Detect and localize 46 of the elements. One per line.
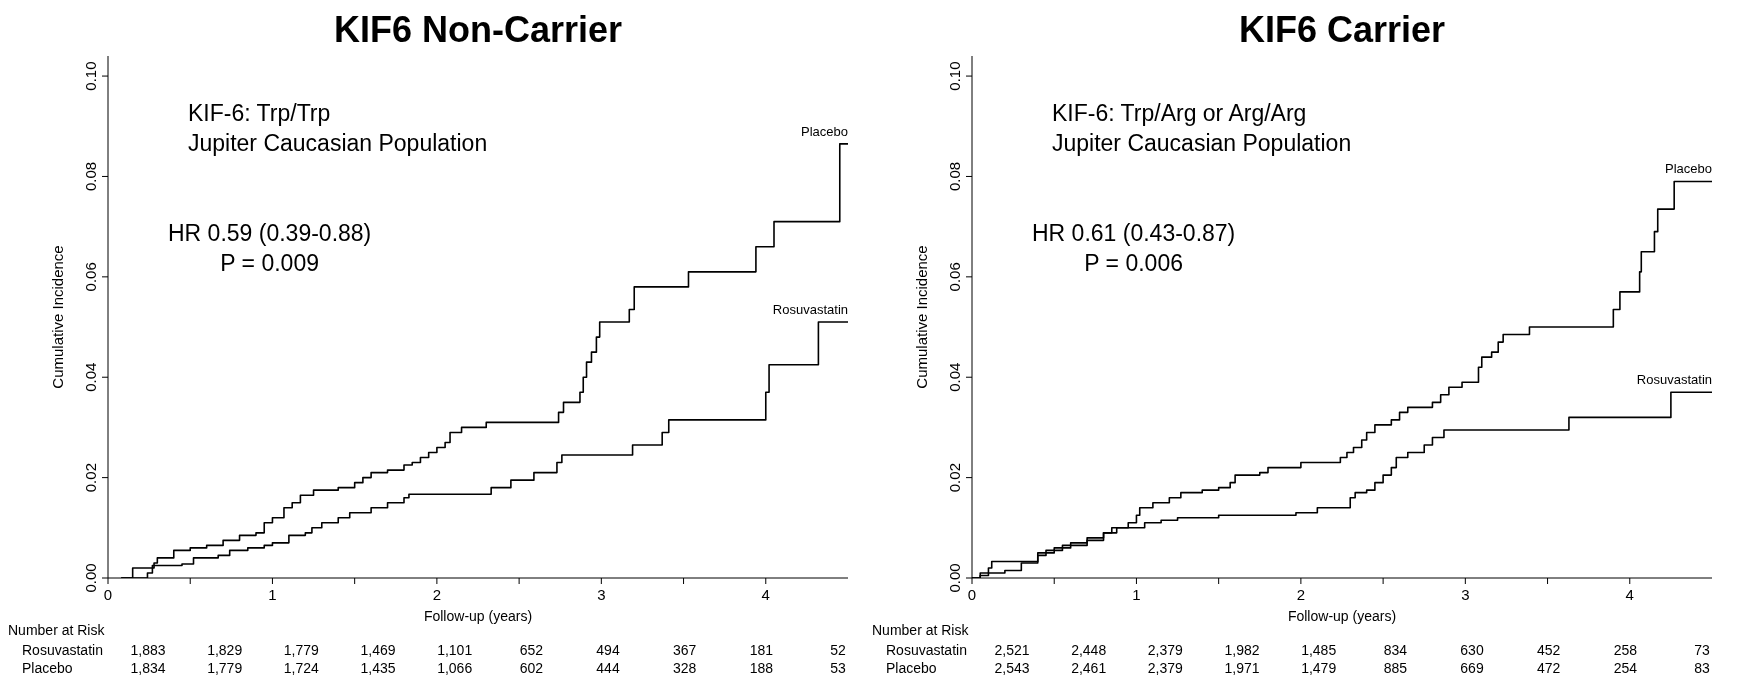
y-tick-label: 0.02 — [946, 463, 963, 493]
series-label: Placebo — [1665, 161, 1712, 177]
text: Number at Risk — [8, 622, 105, 638]
x-tick-label: 2 — [1296, 586, 1306, 603]
y-axis-title: Cumulative Incidence — [913, 245, 931, 389]
series-label: Rosuvastatin — [1636, 372, 1712, 388]
y-tick-label: 0.08 — [82, 161, 99, 192]
x-tick-label: 2 — [432, 586, 442, 603]
x-tick-label: 3 — [597, 586, 606, 603]
annotation: HR 0.59 (0.39-0.88) — [168, 219, 372, 248]
x-axis-title: Follow-up (years) — [1286, 608, 1398, 624]
series-label: Rosuvastatin — [772, 302, 848, 318]
y-tick-label: 0.04 — [946, 362, 963, 392]
annotation: P = 0.009 — [219, 249, 320, 278]
y-axis-title: Cumulative Incidence — [49, 245, 67, 389]
text: Number at Risk — [872, 622, 969, 638]
x-tick-label: 1 — [268, 586, 277, 603]
text: Rosuvastatin 2,521 2,448 2,379 1,982 1,485 834 630 452 258 73 — [886, 642, 1710, 658]
x-tick-label: 4 — [1625, 586, 1634, 603]
annotation: KIF-6: Trp/Arg or Arg/Arg — [1052, 99, 1308, 128]
series-label: Placebo — [801, 123, 848, 139]
x-tick-label: 3 — [1461, 586, 1470, 603]
chart-title: KIF6 Non-Carrier — [332, 8, 624, 52]
x-tick-label: 0 — [967, 586, 977, 603]
x-tick-label: 4 — [761, 586, 770, 603]
text: Placebo 2,543 2,461 2,379 1,971 1,479 885 669 472 254 83 — [886, 660, 1710, 675]
y-tick-label: 0.04 — [82, 362, 99, 392]
y-tick-label: 0.06 — [946, 262, 963, 292]
annotation: Jupiter Caucasian Population — [1052, 129, 1352, 158]
y-tick-label: 0.00 — [82, 563, 99, 593]
y-tick-label: 0.08 — [946, 161, 963, 192]
text: Rosuvastatin 1,883 1,829 1,779 1,469 1,101 652 494 367 181 52 — [22, 642, 846, 658]
y-tick-label: 0.10 — [82, 61, 99, 91]
annotation: P = 0.006 — [1083, 249, 1184, 278]
x-axis-title: Follow-up (years) — [422, 608, 534, 624]
annotation: HR 0.61 (0.43-0.87) — [1032, 219, 1236, 248]
y-tick-label: 0.10 — [946, 61, 963, 91]
text: Placebo 1,834 1,779 1,724 1,435 1,066 602 444 328 188 53 — [22, 660, 846, 675]
x-tick-label: 0 — [103, 586, 113, 603]
y-tick-label: 0.02 — [82, 463, 99, 493]
x-tick-label: 1 — [1132, 586, 1141, 603]
y-tick-label: 0.06 — [82, 262, 99, 292]
chart-title: KIF6 Carrier — [1237, 8, 1447, 52]
annotation: Jupiter Caucasian Population — [188, 129, 488, 158]
annotation: KIF-6: Trp/Trp — [188, 99, 332, 128]
y-tick-label: 0.00 — [946, 563, 963, 593]
